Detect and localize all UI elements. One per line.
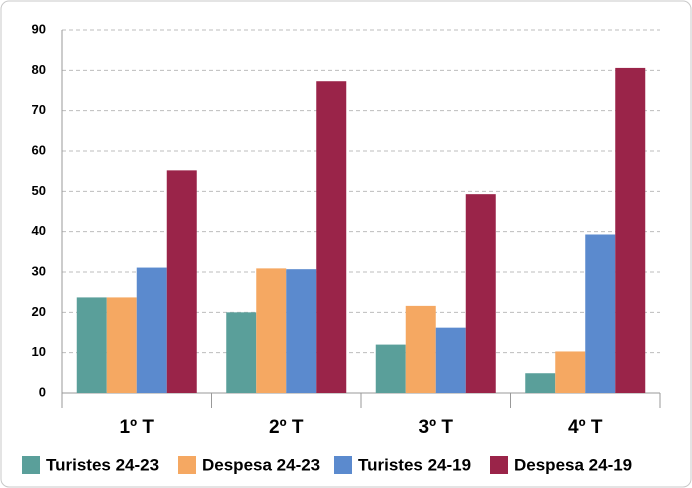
x-tick-label: 4º T [568, 417, 603, 438]
bar [615, 67, 646, 393]
bar [465, 194, 496, 393]
legend-label: Turistes 24-19 [358, 455, 471, 474]
x-tick-label: 2º T [269, 417, 304, 438]
bar [316, 81, 347, 394]
bar [136, 267, 167, 393]
y-tick-label: 80 [32, 62, 46, 77]
legend-label: Turistes 24-23 [46, 455, 159, 474]
y-tick-label: 90 [32, 21, 46, 36]
bar [555, 351, 586, 393]
y-tick-label: 70 [32, 102, 46, 117]
y-tick-label: 20 [32, 304, 46, 319]
legend-swatch [178, 456, 196, 474]
bar [585, 234, 616, 393]
bar [375, 344, 406, 393]
bar [226, 312, 257, 393]
legend-swatch [22, 456, 40, 474]
bar [525, 373, 556, 393]
bar [166, 170, 197, 393]
y-tick-label: 50 [32, 183, 46, 198]
bar [76, 297, 107, 393]
bar [106, 297, 137, 393]
bar [286, 269, 317, 393]
bar [256, 268, 287, 393]
x-tick-label: 1º T [120, 417, 155, 438]
y-tick-label: 40 [32, 223, 46, 238]
bar [435, 327, 466, 393]
y-tick-label: 0 [39, 384, 46, 399]
y-tick-label: 10 [32, 344, 46, 359]
legend-swatch [334, 456, 352, 474]
bar [405, 305, 436, 393]
y-tick-label: 30 [32, 263, 46, 278]
y-tick-label: 60 [32, 142, 46, 157]
legend-label: Despesa 24-19 [514, 455, 632, 474]
x-tick-label: 3º T [419, 417, 454, 438]
legend-label: Despesa 24-23 [202, 455, 320, 474]
legend-swatch [490, 456, 508, 474]
